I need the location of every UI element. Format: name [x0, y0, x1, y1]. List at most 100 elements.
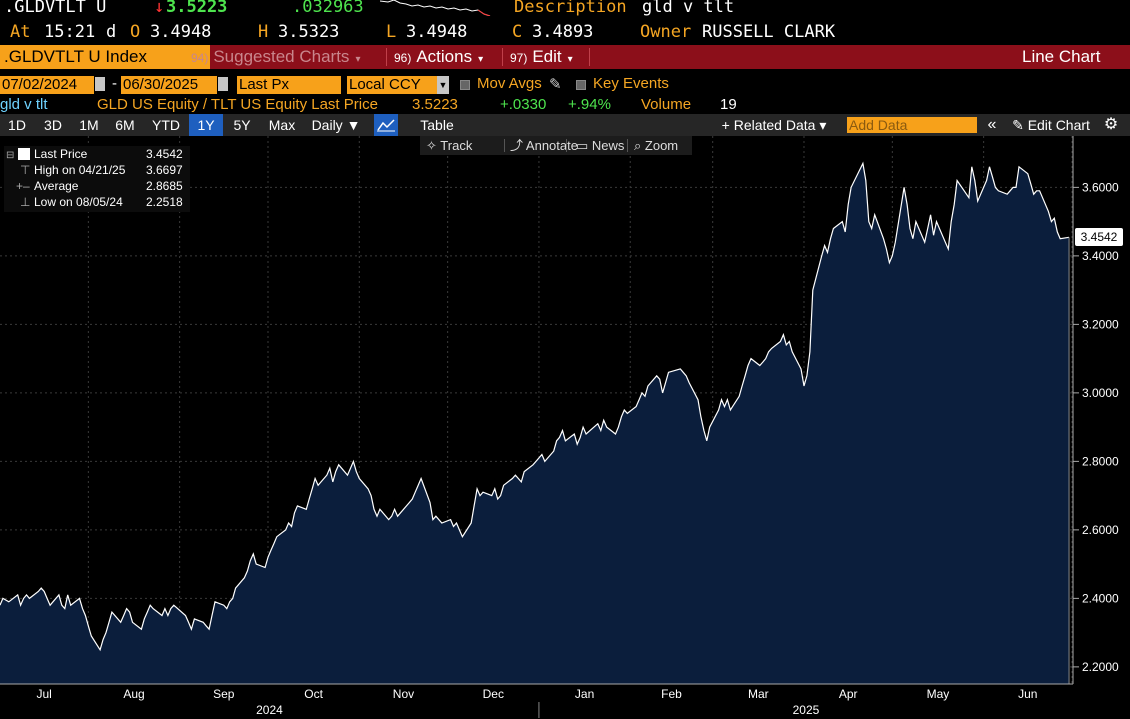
legend-low-label: Low on 08/05/24: [34, 195, 123, 209]
magnifier-icon: ⌕: [634, 138, 642, 153]
chevron-down-icon: ▾: [355, 54, 361, 65]
x-tick-label-mar: Mar: [748, 687, 769, 701]
collapse-icon[interactable]: «: [987, 116, 997, 133]
price-line[interactable]: [0, 161, 1070, 652]
ticker-header: .GLDVTLT U ↓ 3.5223 .032963 Description …: [0, 0, 1130, 18]
legend-high: ⊤ High on 04/21/25 3.6697: [4, 162, 190, 178]
date-dash: -: [112, 75, 117, 92]
period-5y-button[interactable]: 5Y: [233, 117, 251, 133]
mov-avgs-checkbox[interactable]: [460, 80, 470, 90]
sparkline-icon: [380, 0, 491, 16]
tool-divider: [627, 139, 628, 152]
y-tick-label: 3.6000: [1082, 180, 1119, 194]
y-tick-label: 3.4000: [1082, 249, 1119, 263]
ticker-time: 15:21: [44, 22, 96, 42]
volume-value: 19: [720, 96, 737, 113]
period-1d-button[interactable]: 1D: [8, 117, 26, 133]
open-label: O: [130, 22, 141, 42]
period-1y-button[interactable]: 1Y: [189, 114, 223, 136]
owner-label: Owner: [640, 22, 692, 42]
volume-label: Volume: [641, 96, 692, 113]
line-chart-icon[interactable]: [374, 114, 398, 136]
currency-select[interactable]: Local CCY: [347, 76, 437, 94]
chart-toolbar: 1D 3D 1M 6M YTD 1Y 5Y Max Daily ▼ Table …: [0, 114, 1130, 136]
start-date-field[interactable]: 07/02/2024: [0, 76, 94, 94]
down-arrow-icon: ↓: [154, 0, 165, 17]
calendar-icon[interactable]: [218, 77, 228, 91]
chart-legend[interactable]: ⊟ Last Price 3.4542 ⊤ High on 04/21/25 3…: [4, 146, 190, 212]
close-value: 3.4893: [532, 22, 594, 42]
gear-icon[interactable]: ⚙: [1103, 116, 1119, 133]
description-value: gld v tlt: [642, 0, 735, 17]
x-tick-label-may: May: [927, 687, 950, 701]
tool-divider: [504, 139, 505, 152]
news-button[interactable]: ▭ News: [576, 136, 624, 155]
x-tick-label-jul: Jul: [37, 687, 52, 701]
period-3d-button[interactable]: 3D: [44, 117, 62, 133]
low-marker-icon: ⊥: [20, 195, 31, 209]
y-tick-label: 2.2000: [1082, 660, 1119, 674]
table-button[interactable]: Table: [420, 117, 454, 133]
calendar-icon[interactable]: [95, 77, 105, 91]
y-tick-label: 2.6000: [1082, 523, 1119, 537]
price-chart[interactable]: 2.2000 2.4000 2.6000 2.8000 3.0000 3.2000 3.40…: [0, 136, 1130, 719]
key-events-checkbox[interactable]: [576, 80, 586, 90]
chevron-down-icon[interactable]: ▼: [437, 76, 449, 94]
high-marker-icon: ⊤: [20, 163, 31, 177]
ticker-symbol: .GLDVTLT U: [4, 0, 107, 17]
period-1m-button[interactable]: 1M: [79, 117, 99, 133]
x-tick-label-aug: Aug: [123, 687, 144, 701]
series-description: GLD US Equity / TLT US Equity Last Price: [97, 96, 378, 113]
actions-num: 96): [394, 51, 412, 65]
suggested-charts-menu[interactable]: 94) Suggested Charts ▾: [188, 45, 360, 69]
legend-last-price: ⊟ Last Price 3.4542: [4, 146, 190, 162]
mov-avgs-label[interactable]: Mov Avgs: [477, 75, 542, 92]
series-name: gld v tlt: [0, 96, 48, 113]
low-label: L: [386, 22, 397, 42]
end-date-field[interactable]: 06/30/2025: [121, 76, 217, 94]
collapse-icon[interactable]: ⊟: [6, 150, 15, 161]
security-stats-row: gld v tlt GLD US Equity / TLT US Equity …: [0, 96, 1130, 114]
period-6m-button[interactable]: 6M: [115, 117, 135, 133]
menu-divider: [502, 48, 503, 66]
x-tick-label-dec: Dec: [483, 687, 504, 701]
legend-high-label: High on 04/21/25: [34, 163, 126, 177]
security-field[interactable]: .GLDVTLT U Index: [0, 45, 210, 69]
edit-chart-label: Edit Chart: [1027, 117, 1090, 133]
suggested-charts-label: Suggested Charts: [213, 47, 350, 66]
add-data-input[interactable]: [847, 117, 977, 133]
price-area: [0, 163, 1069, 684]
menu-divider: [386, 48, 387, 66]
high-value: 3.5323: [278, 22, 340, 42]
tool-divider: [566, 139, 567, 152]
annotate-button[interactable]: ⤴ Annotate: [510, 136, 578, 155]
key-events-label[interactable]: Key Events: [593, 75, 669, 92]
series-color-swatch: [18, 148, 30, 160]
low-value: 3.4948: [406, 22, 468, 42]
ticker-change: .032963: [292, 0, 364, 17]
edit-menu[interactable]: 97) Edit ▾: [507, 45, 573, 69]
x-year-label-2024: 2024: [256, 703, 283, 717]
edit-chart-button[interactable]: ✎ Edit Chart: [1004, 114, 1098, 136]
field-select[interactable]: Last Px: [237, 76, 341, 94]
zoom-button[interactable]: ⌕ Zoom: [634, 136, 678, 155]
zoom-label: Zoom: [644, 138, 679, 153]
ticker-ohlc: At 15:21 d O 3.4948 H 3.5323 L 3.4948 C …: [0, 21, 1130, 43]
high-label: H: [258, 22, 269, 42]
related-data-button[interactable]: + Related Data ▾: [721, 117, 827, 133]
pencil-icon[interactable]: ✎: [549, 76, 562, 93]
owner-value: RUSSELL CLARK: [702, 22, 836, 42]
y-tick-label: 2.8000: [1082, 454, 1119, 468]
actions-menu[interactable]: 96) Actions ▾: [391, 45, 483, 69]
track-button[interactable]: ✧ Track: [426, 136, 472, 155]
series-last: 3.5223: [412, 96, 458, 113]
period-ytd-button[interactable]: YTD: [152, 117, 180, 133]
period-max-button[interactable]: Max: [268, 117, 296, 133]
legend-low: ⊥ Low on 08/05/24 2.2518: [4, 194, 190, 210]
x-tick-label-nov: Nov: [393, 687, 414, 701]
y-tick-label: 3.2000: [1082, 317, 1119, 331]
menu-bar: .GLDVTLT U Index 94) Suggested Charts ▾ 96…: [0, 45, 1130, 69]
news-label: News: [591, 138, 625, 153]
chevron-down-icon: ▾: [478, 54, 484, 65]
frequency-select[interactable]: Daily ▼: [311, 117, 361, 133]
